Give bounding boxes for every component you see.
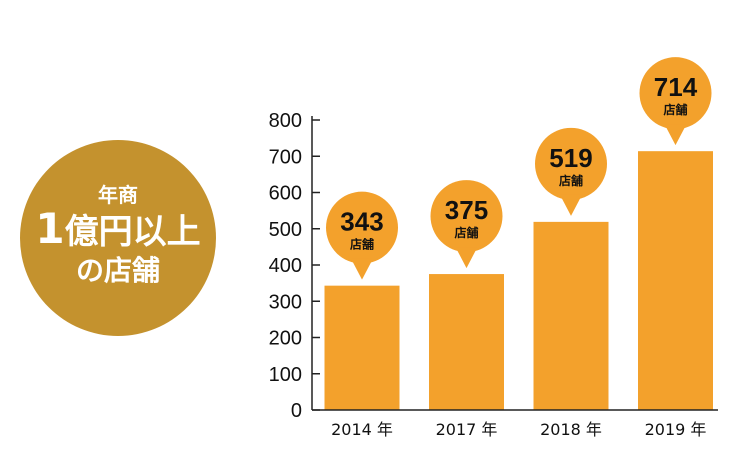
badge-line-2-number: 1: [35, 203, 65, 253]
badge-line-2-text: 億円以上: [64, 211, 201, 252]
bar: [533, 221, 609, 410]
x-tick-label: 2018 年: [540, 420, 602, 439]
y-tick-label: 300: [269, 291, 302, 313]
callout-pointer: [351, 258, 373, 280]
badge-line-3: の店舗: [75, 253, 160, 287]
data-label-unit: 店舗: [559, 173, 583, 188]
data-label: 714: [654, 72, 698, 102]
y-tick-label: 600: [269, 183, 302, 205]
y-tick-label: 800: [269, 110, 302, 132]
x-tick-label: 2017 年: [436, 420, 498, 439]
y-tick-label: 0: [291, 400, 302, 422]
data-label: 519: [549, 143, 592, 173]
x-axis: 2014 年 2017 年 2018 年 2019 年: [312, 409, 718, 439]
badge-line-1: 年商: [98, 182, 138, 207]
revenue-badge: 年商 1億円以上 の店舗: [20, 140, 216, 336]
badge-line-2: 1億円以上: [35, 207, 201, 253]
bar: [638, 151, 713, 411]
x-tick-label: 2014 年: [331, 420, 393, 439]
y-tick-label: 400: [269, 255, 302, 277]
data-label-unit: 店舗: [663, 102, 687, 117]
x-tick-label: 2019 年: [645, 420, 707, 439]
callout-pointer: [455, 247, 478, 269]
bars: [324, 151, 713, 411]
callout-pointer: [560, 194, 582, 216]
callout-bubble: [639, 57, 712, 130]
callout-bubble: [326, 191, 398, 264]
data-label: 343: [340, 207, 383, 237]
callout-bubble: [535, 127, 607, 200]
bar: [324, 285, 400, 410]
callout-bubble: [430, 180, 503, 253]
y-tick-label: 100: [269, 364, 302, 386]
y-axis: 0 100 200 300 400 500 600 700 800: [269, 110, 320, 422]
data-label-unit: 店舗: [350, 237, 374, 252]
y-tick-label: 500: [269, 219, 302, 241]
bar: [429, 274, 504, 410]
callout-pointer: [664, 124, 687, 146]
y-tick-label: 200: [269, 328, 302, 350]
data-label: 375: [445, 195, 488, 225]
data-label-unit: 店舗: [454, 225, 478, 240]
y-tick-label: 700: [269, 146, 302, 168]
